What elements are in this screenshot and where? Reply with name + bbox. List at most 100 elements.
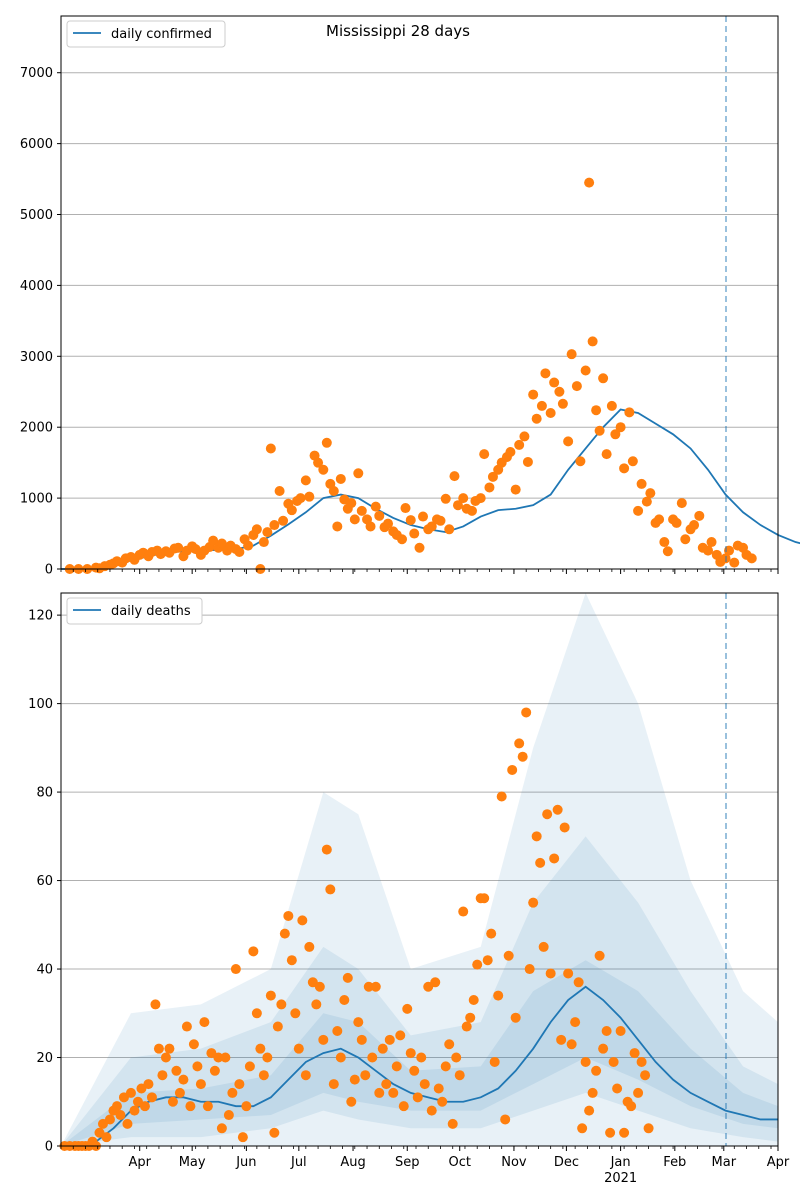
deaths-panel: 0 20 40 60 80 100 120 Apr May Jun Jul Aug Sep Oct Nov… (28, 592, 790, 1186)
deaths-point-104 (426, 1105, 437, 1116)
deaths-point-86 (363, 981, 374, 992)
confirmed-point-133 (641, 496, 652, 507)
confirmed-point-129 (624, 407, 635, 418)
y-tick-label-1-1: 20 (36, 1051, 53, 1066)
y-tick-label-1-4: 80 (36, 786, 53, 801)
deaths-point-154 (601, 1025, 612, 1036)
deaths-point-58 (265, 990, 276, 1001)
confirmed-point-107 (531, 413, 542, 424)
y-tick-label-0-5: 5000 (20, 208, 53, 223)
deaths-point-102 (419, 1079, 430, 1090)
confirmed-point-120 (587, 336, 598, 347)
deaths-point-84 (356, 1034, 367, 1045)
deaths-point-24 (146, 1092, 157, 1103)
y-tick-label-0-4: 4000 (20, 279, 53, 294)
confirmed-point-43 (262, 527, 273, 538)
confirmed-point-113 (557, 398, 568, 409)
deaths-point-98 (405, 1048, 416, 1059)
deaths-point-11 (101, 1132, 112, 1143)
top-legend-label: daily confirmed (111, 27, 212, 42)
deaths-point-117 (472, 959, 483, 970)
confirmed-point-126 (610, 429, 621, 440)
deaths-point-115 (465, 1012, 476, 1023)
confirmed-point-45 (269, 520, 280, 531)
deaths-point-152 (594, 950, 605, 961)
deaths-point-54 (251, 1008, 262, 1019)
confirmed-point-112 (554, 386, 565, 397)
deaths-point-52 (244, 1061, 255, 1072)
y-tick-label-0-1: 1000 (20, 492, 53, 507)
confirmed-point-76 (397, 534, 408, 545)
deaths-point-95 (395, 1030, 406, 1041)
confirmed-point-92 (466, 505, 477, 516)
confirmed-point-134 (645, 488, 656, 499)
confirmed-point-117 (575, 456, 586, 467)
confirmed-point-51 (295, 493, 306, 504)
bottom-scatter-series (59, 707, 654, 1151)
confirmed-point-142 (680, 534, 691, 545)
uncertainty-band-2 (61, 960, 778, 1146)
deaths-point-140 (552, 804, 563, 815)
confirmed-point-42 (258, 537, 269, 548)
deaths-point-144 (566, 1039, 577, 1050)
deaths-point-36 (188, 1039, 199, 1050)
deaths-point-82 (349, 1074, 360, 1085)
x-tick-label-8: Dec (554, 1155, 579, 1170)
deaths-point-90 (377, 1043, 388, 1054)
deaths-point-39 (199, 1017, 210, 1028)
deaths-point-151 (591, 1065, 602, 1076)
confirmed-point-56 (318, 464, 329, 475)
confirmed-point-36 (234, 546, 245, 557)
deaths-point-149 (584, 1105, 595, 1116)
deaths-point-78 (335, 1052, 346, 1063)
confirmed-point-136 (654, 514, 665, 525)
y-tick-label-0-7: 7000 (20, 66, 53, 81)
confirmed-point-118 (580, 365, 591, 376)
confirmed-point-44 (265, 443, 276, 454)
x-tick-label-10: Feb (663, 1155, 686, 1170)
confirmed-point-59 (328, 486, 339, 497)
deaths-point-96 (398, 1101, 409, 1112)
confirmed-point-144 (689, 520, 700, 531)
confirmed-point-148 (706, 537, 717, 548)
deaths-point-61 (276, 999, 287, 1010)
confirmed-point-22 (173, 542, 184, 553)
deaths-point-67 (297, 915, 308, 926)
deaths-point-48 (230, 964, 241, 975)
confirmed-point-108 (536, 400, 547, 411)
deaths-point-130 (517, 751, 528, 762)
confirmed-point-130 (627, 456, 638, 467)
deaths-point-128 (510, 1012, 521, 1023)
deaths-point-137 (542, 809, 553, 820)
deaths-point-159 (619, 1127, 630, 1138)
deaths-point-119 (479, 893, 490, 904)
deaths-point-35 (185, 1101, 196, 1112)
deaths-point-85 (360, 1070, 371, 1081)
confirmed-point-138 (662, 546, 673, 557)
deaths-point-42 (209, 1065, 220, 1076)
confirmed-point-132 (636, 478, 647, 489)
deaths-point-81 (346, 1096, 357, 1107)
deaths-point-136 (538, 941, 549, 952)
confirmed-point-140 (671, 517, 682, 528)
deaths-point-27 (157, 1070, 168, 1081)
top-scatter-series (64, 177, 757, 574)
deaths-point-88 (370, 981, 381, 992)
confirmed-point-95 (479, 449, 490, 460)
deaths-point-116 (468, 995, 479, 1006)
confirmed-point-103 (514, 439, 525, 450)
deaths-point-112 (454, 1070, 465, 1081)
deaths-point-126 (503, 950, 514, 961)
confirmed-point-137 (659, 537, 670, 548)
x-tick-label-2: Jun (235, 1155, 256, 1170)
confirmed-point-65 (349, 514, 360, 525)
deaths-point-18 (125, 1087, 136, 1098)
deaths-point-50 (237, 1132, 248, 1143)
confirmed-point-89 (452, 500, 463, 511)
deaths-point-79 (339, 995, 350, 1006)
confirmed-point-66 (353, 468, 364, 479)
deaths-point-59 (269, 1127, 280, 1138)
confirmed-point-46 (274, 486, 285, 497)
x-tick-label-5: Sep (395, 1155, 420, 1170)
top-legend: daily confirmed (66, 20, 226, 48)
